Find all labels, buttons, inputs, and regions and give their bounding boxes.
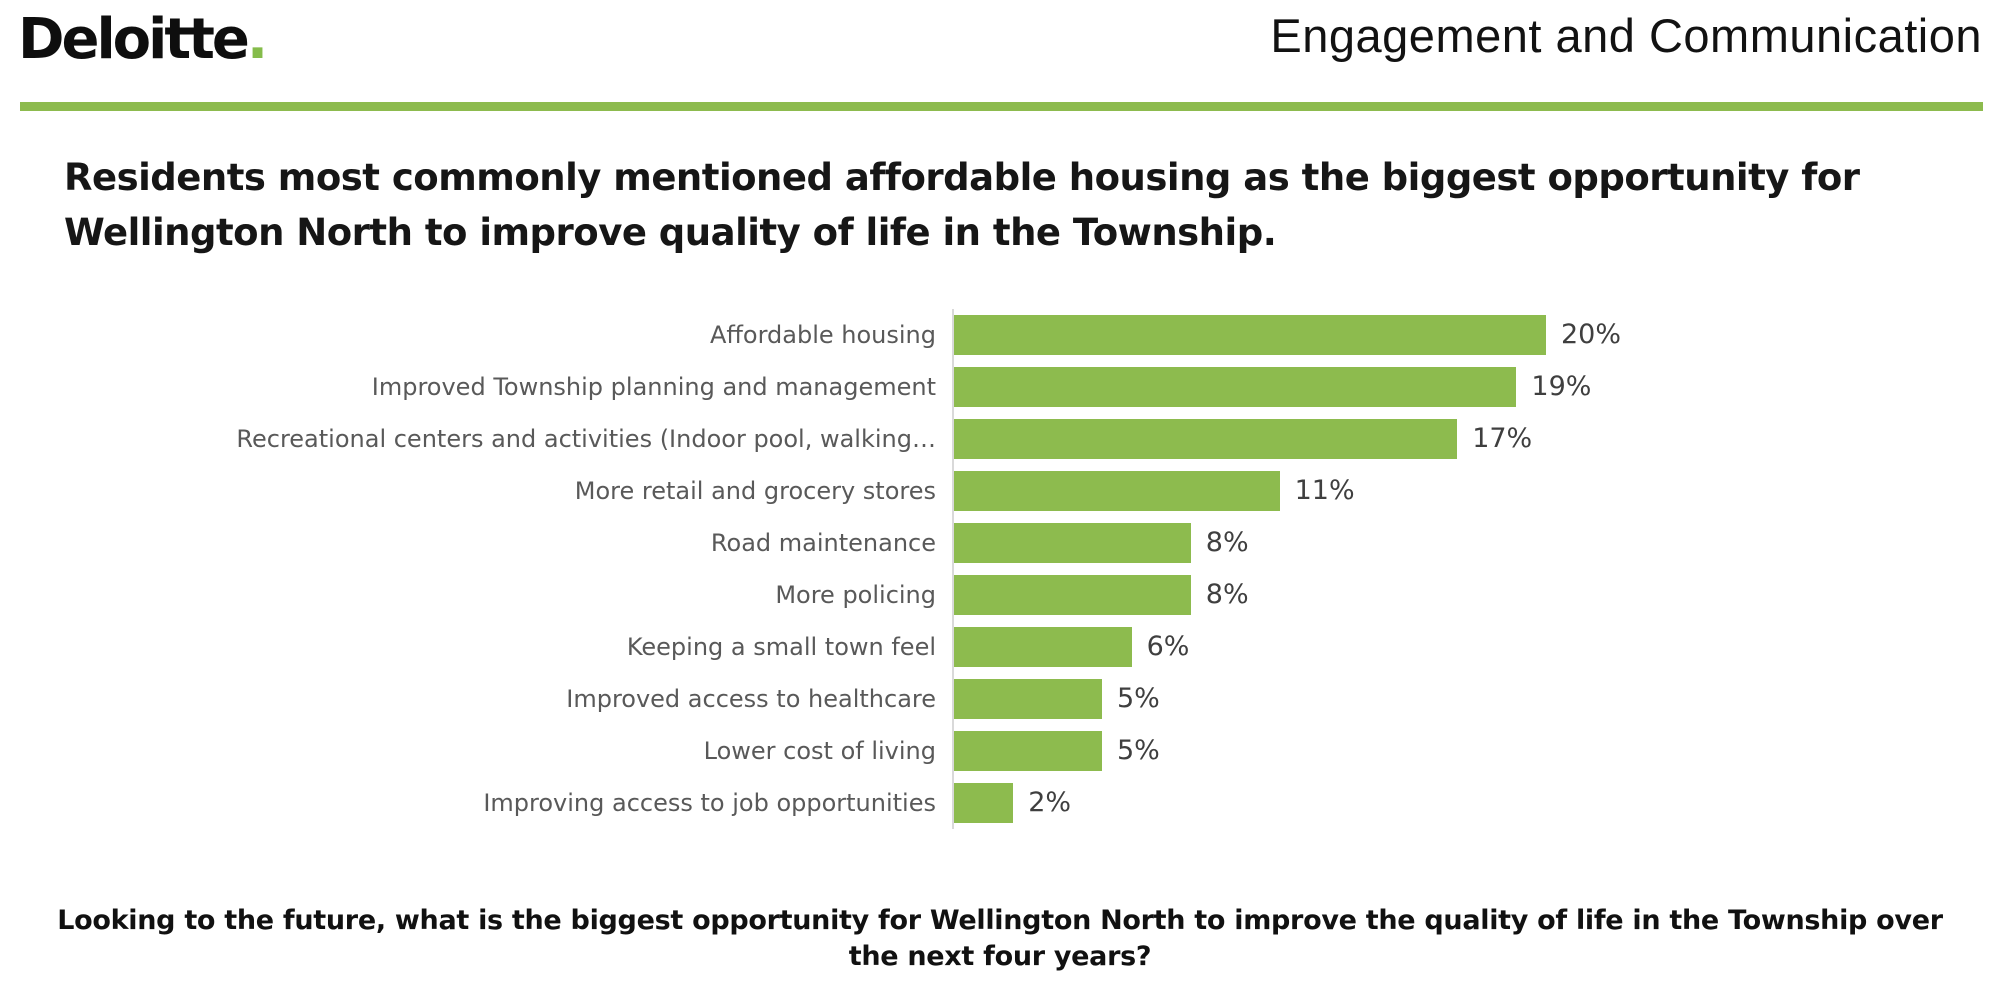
bar bbox=[954, 366, 1517, 407]
category-label: Road maintenance bbox=[710, 528, 936, 557]
category-label: More retail and grocery stores bbox=[574, 476, 936, 505]
bar-track: 17% bbox=[952, 412, 2000, 465]
value-label: 8% bbox=[1205, 527, 1249, 558]
category-label: Keeping a small town feel bbox=[626, 632, 936, 661]
bar bbox=[954, 418, 1458, 459]
logo-dot: . bbox=[246, 7, 269, 72]
bar bbox=[954, 626, 1132, 667]
bar-track: 11% bbox=[952, 464, 2000, 517]
chart-row: Improved Township planning and managemen… bbox=[0, 360, 2000, 413]
category-label: Improved access to healthcare bbox=[566, 684, 936, 713]
bar-track: 20% bbox=[952, 308, 2000, 361]
value-label: 8% bbox=[1205, 579, 1249, 610]
bar-chart: Affordable housing 20% Improved Township p… bbox=[0, 308, 2000, 829]
value-label: 17% bbox=[1472, 423, 1533, 454]
bar bbox=[954, 782, 1014, 823]
chart-row: More policing 8% bbox=[0, 568, 2000, 621]
chart-row: Keeping a small town feel 6% bbox=[0, 620, 2000, 673]
bar-track: 5% bbox=[952, 724, 2000, 777]
value-label: 6% bbox=[1146, 631, 1190, 662]
deloitte-logo: Deloitte. bbox=[18, 8, 268, 68]
category-label: Improving access to job opportunities bbox=[483, 788, 936, 817]
accent-divider bbox=[20, 102, 1983, 111]
category-label: Recreational centers and activities (Ind… bbox=[236, 424, 936, 453]
bar bbox=[954, 730, 1102, 771]
headline: Residents most commonly mentioned afford… bbox=[64, 156, 1860, 254]
chart-row: Lower cost of living 5% bbox=[0, 724, 2000, 777]
chart-row: Improving access to job opportunities 2% bbox=[0, 776, 2000, 829]
chart-row: Recreational centers and activities (Ind… bbox=[0, 412, 2000, 465]
chart-row: Improved access to healthcare 5% bbox=[0, 672, 2000, 725]
bar bbox=[954, 678, 1102, 719]
category-label: Lower cost of living bbox=[703, 736, 936, 765]
bar-track: 8% bbox=[952, 568, 2000, 621]
value-label: 20% bbox=[1561, 319, 1622, 350]
page-title: Engagement and Communication bbox=[1270, 9, 1982, 62]
value-label: 5% bbox=[1117, 735, 1160, 766]
header: Deloitte. Engagement and Communication bbox=[0, 0, 2000, 102]
category-label: More policing bbox=[775, 580, 936, 609]
bar bbox=[954, 574, 1191, 615]
bar-track: 19% bbox=[952, 360, 2000, 413]
survey-question: Looking to the future, what is the bigge… bbox=[57, 904, 1943, 972]
value-label: 2% bbox=[1028, 787, 1072, 818]
logo-text: Deloitte bbox=[18, 7, 250, 72]
value-label: 19% bbox=[1531, 371, 1592, 402]
bar bbox=[954, 522, 1191, 563]
bar bbox=[954, 314, 1546, 355]
chart-row: Affordable housing 20% bbox=[0, 308, 2000, 361]
category-label: Improved Township planning and managemen… bbox=[371, 372, 936, 401]
bar bbox=[954, 470, 1280, 511]
value-label: 5% bbox=[1117, 683, 1160, 714]
chart-row: More retail and grocery stores 11% bbox=[0, 464, 2000, 517]
category-label: Affordable housing bbox=[709, 320, 936, 349]
chart-row: Road maintenance 8% bbox=[0, 516, 2000, 569]
bar-track: 5% bbox=[952, 672, 2000, 725]
bar-track: 6% bbox=[952, 620, 2000, 673]
bar-track: 2% bbox=[952, 776, 2000, 829]
bar-track: 8% bbox=[952, 516, 2000, 569]
value-label: 11% bbox=[1294, 475, 1355, 506]
